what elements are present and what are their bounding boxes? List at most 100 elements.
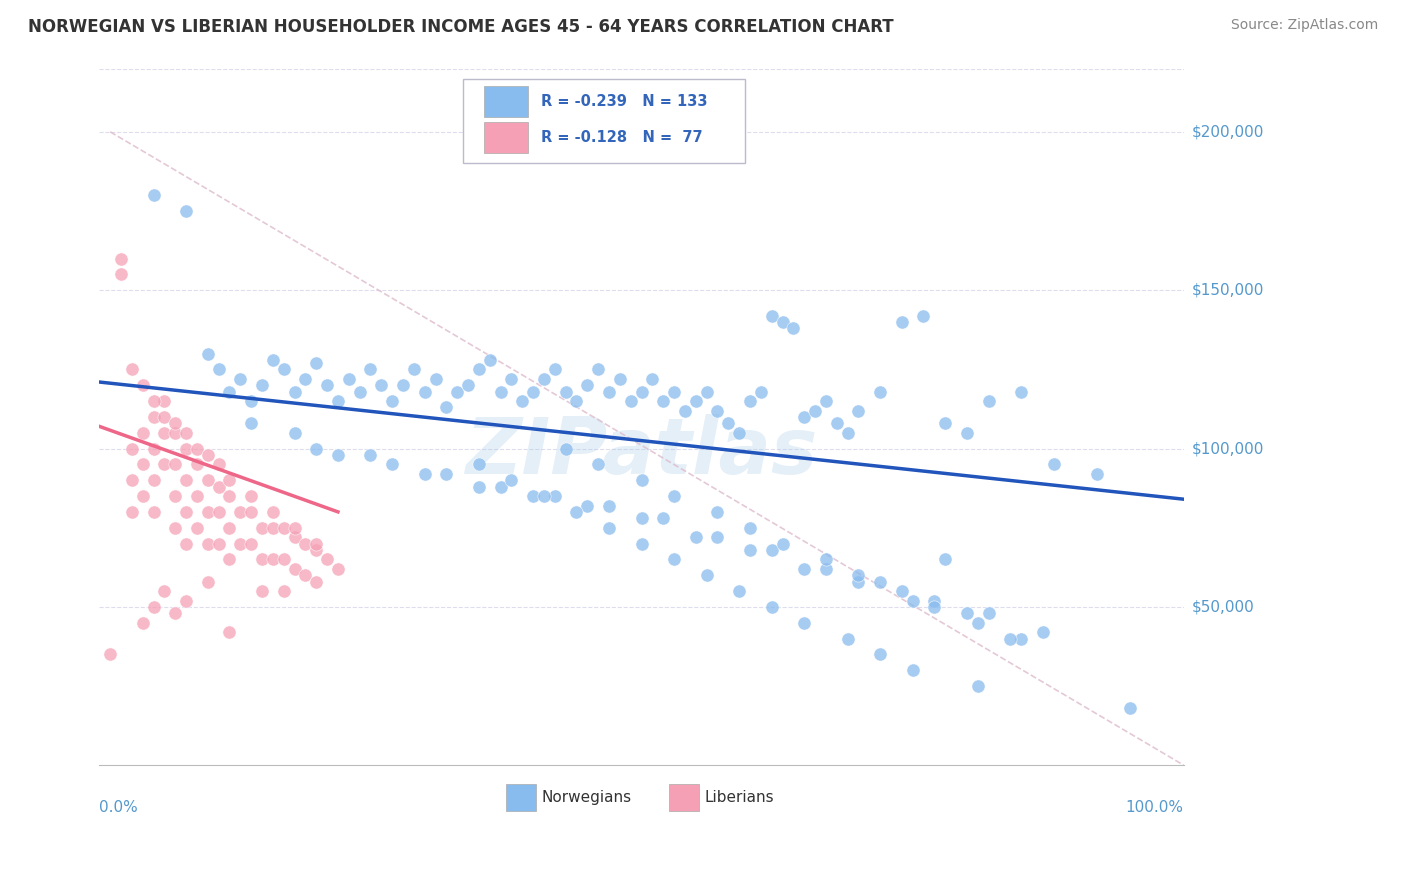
Point: [1010, 632, 1032, 646]
Point: [250, 378, 273, 392]
Point: [174, 425, 197, 440]
Point: [273, 584, 295, 599]
Point: [793, 409, 815, 424]
FancyBboxPatch shape: [669, 784, 699, 811]
Point: [250, 584, 273, 599]
Point: [240, 536, 263, 550]
Point: [381, 394, 404, 409]
Point: [662, 489, 685, 503]
Point: [132, 458, 155, 472]
Point: [316, 378, 339, 392]
Point: [218, 625, 240, 640]
Point: [956, 425, 979, 440]
Point: [706, 505, 728, 519]
Point: [630, 511, 652, 525]
Point: [142, 394, 165, 409]
Text: Source: ZipAtlas.com: Source: ZipAtlas.com: [1230, 18, 1378, 32]
FancyBboxPatch shape: [484, 86, 527, 117]
Point: [630, 384, 652, 399]
Text: $100,000: $100,000: [1192, 441, 1264, 456]
Point: [208, 458, 231, 472]
Point: [457, 378, 479, 392]
Point: [468, 458, 491, 472]
Text: 100.0%: 100.0%: [1126, 800, 1184, 815]
Point: [434, 401, 457, 415]
Point: [848, 568, 870, 582]
Point: [121, 505, 143, 519]
Point: [142, 473, 165, 487]
Point: [174, 593, 197, 607]
Point: [576, 499, 599, 513]
Point: [576, 378, 599, 392]
Point: [901, 593, 924, 607]
Point: [110, 268, 132, 282]
Point: [197, 448, 219, 462]
Point: [848, 403, 870, 417]
Point: [359, 362, 381, 376]
Text: $50,000: $50,000: [1192, 599, 1254, 615]
Point: [413, 384, 436, 399]
Text: $150,000: $150,000: [1192, 283, 1264, 298]
Point: [685, 394, 707, 409]
Point: [749, 384, 772, 399]
Point: [305, 542, 328, 557]
Point: [218, 384, 240, 399]
Point: [218, 473, 240, 487]
Point: [565, 394, 588, 409]
Point: [814, 562, 837, 576]
Point: [837, 425, 859, 440]
Point: [153, 458, 176, 472]
Text: $200,000: $200,000: [1192, 124, 1264, 139]
Point: [283, 425, 305, 440]
Point: [489, 384, 512, 399]
Point: [359, 448, 381, 462]
Point: [804, 403, 827, 417]
Point: [912, 309, 935, 323]
Point: [262, 352, 284, 367]
Point: [554, 384, 576, 399]
Point: [229, 536, 252, 550]
Point: [598, 499, 620, 513]
Point: [782, 321, 804, 335]
Point: [956, 606, 979, 620]
Point: [208, 505, 231, 519]
Point: [283, 562, 305, 576]
Point: [717, 416, 740, 430]
Text: 0.0%: 0.0%: [100, 800, 138, 815]
Point: [413, 467, 436, 481]
Point: [468, 479, 491, 493]
Point: [434, 467, 457, 481]
Point: [132, 489, 155, 503]
Point: [186, 442, 208, 456]
Point: [197, 473, 219, 487]
Point: [772, 315, 794, 329]
Point: [662, 384, 685, 399]
Point: [924, 599, 946, 614]
Point: [685, 530, 707, 544]
Point: [229, 505, 252, 519]
Point: [110, 252, 132, 266]
Point: [197, 536, 219, 550]
Point: [468, 362, 491, 376]
Point: [738, 394, 761, 409]
Point: [738, 542, 761, 557]
Point: [294, 372, 316, 386]
Point: [165, 458, 187, 472]
Text: Liberians: Liberians: [704, 789, 775, 805]
Text: R = -0.239   N = 133: R = -0.239 N = 133: [541, 94, 707, 109]
Point: [98, 648, 121, 662]
Point: [392, 378, 415, 392]
Point: [825, 416, 848, 430]
Point: [305, 356, 328, 370]
Point: [294, 536, 316, 550]
Point: [250, 521, 273, 535]
Point: [208, 362, 231, 376]
Point: [165, 425, 187, 440]
Point: [240, 416, 263, 430]
Point: [273, 362, 295, 376]
Point: [153, 584, 176, 599]
Point: [609, 372, 631, 386]
Point: [294, 568, 316, 582]
Point: [901, 663, 924, 677]
Point: [121, 362, 143, 376]
